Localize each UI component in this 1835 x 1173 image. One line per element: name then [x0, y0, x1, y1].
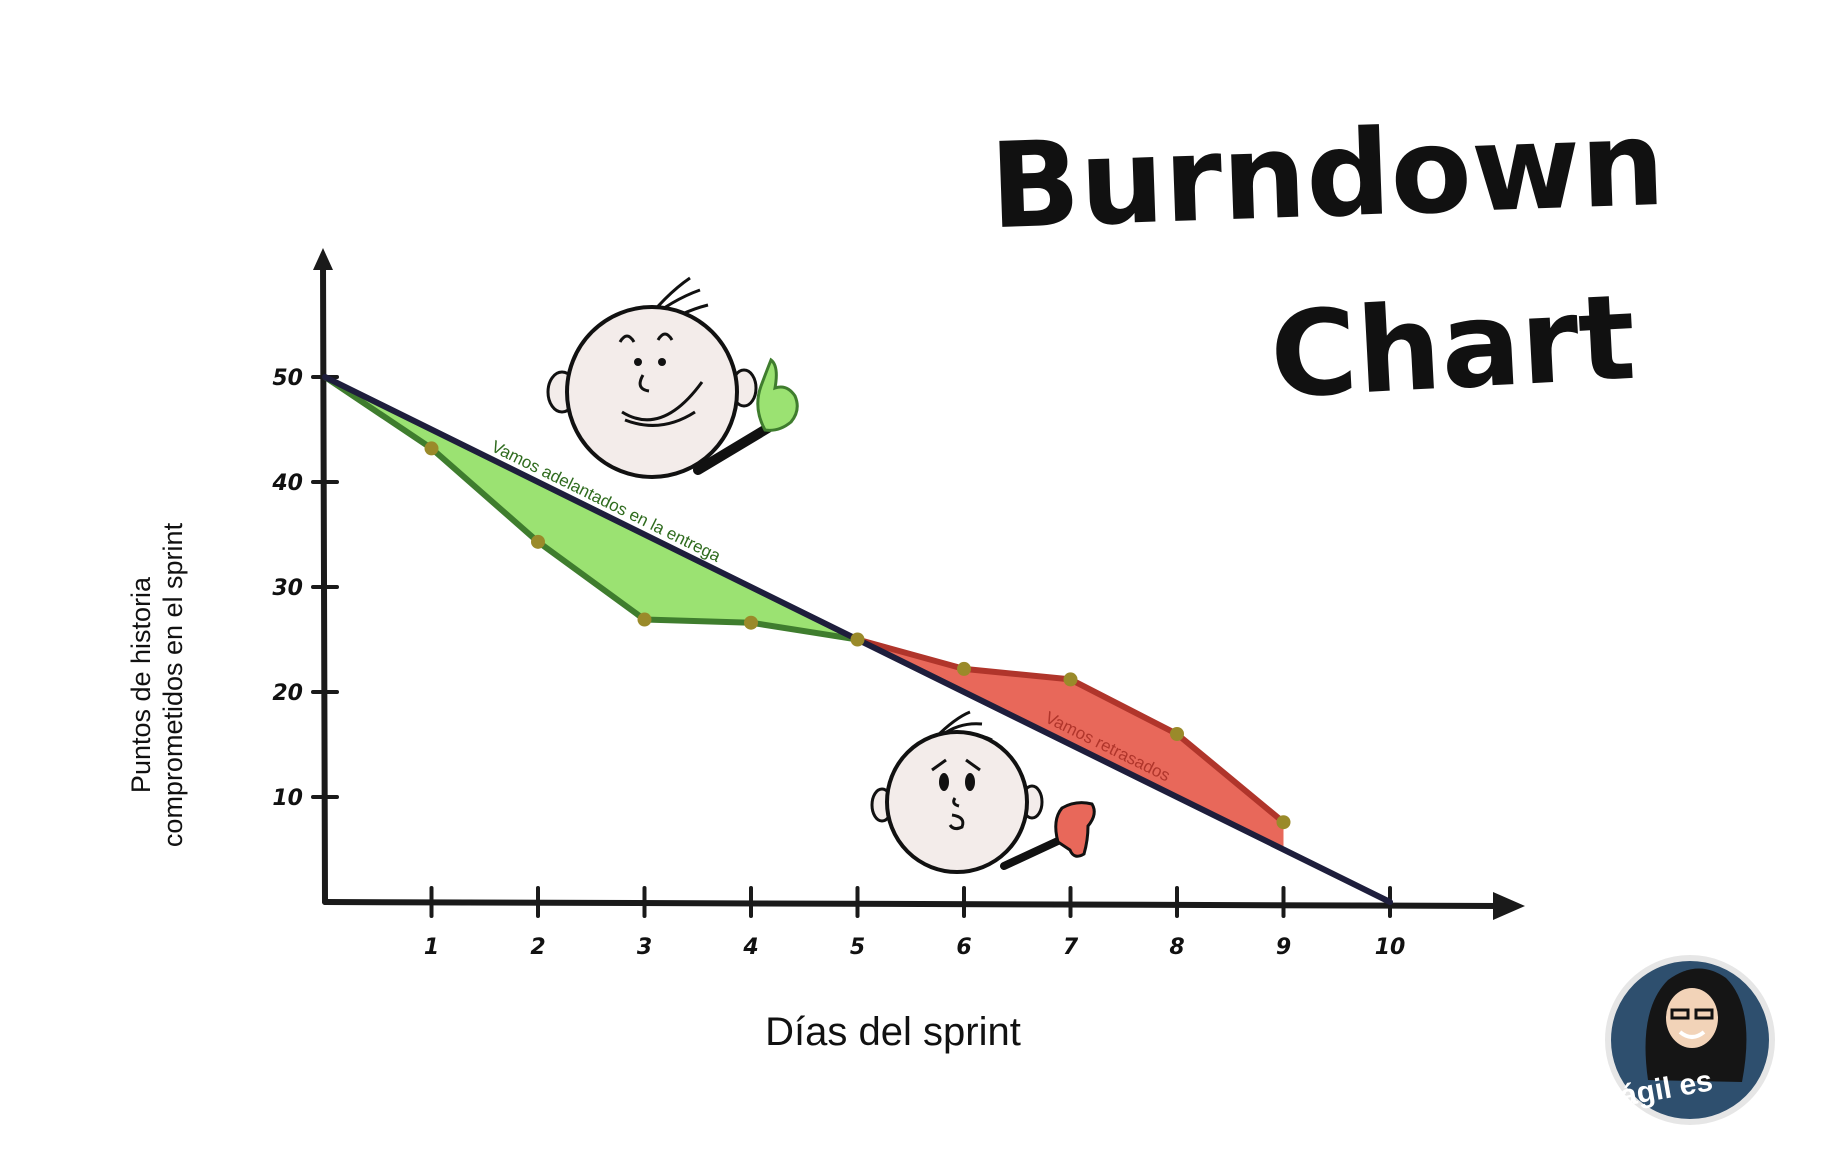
- actual-point-day-4: [744, 615, 758, 630]
- actual-point-day-8: [1170, 727, 1184, 741]
- y-ticks: 10 20 30 40 50: [271, 366, 339, 811]
- y-axis-label-line2: comprometidos en el sprint: [158, 522, 188, 847]
- actual-line: [323, 374, 858, 643]
- y-tick-label-30: 30: [272, 576, 303, 601]
- worried-head: [885, 730, 1029, 874]
- happy-pupil-right: [658, 358, 666, 366]
- y-axis-arrow: [313, 248, 333, 270]
- logo-face: [1666, 988, 1718, 1048]
- worried-brows: [931, 758, 981, 772]
- x-tick-label-3: 3: [637, 935, 652, 960]
- actual-point-day-9: [1276, 815, 1291, 830]
- x-tick-label-6: 6: [956, 935, 971, 960]
- x-axis-arrow: [1493, 892, 1525, 920]
- agil-es-logo: ágil es: [1605, 955, 1775, 1125]
- thumbs-down-icon: [1054, 801, 1096, 858]
- x-tick-label-9: 9: [1276, 935, 1291, 960]
- y-tick-label-20: 20: [272, 681, 303, 706]
- chart-title-line2: Chart: [1267, 268, 1639, 425]
- worried-mouth: [948, 813, 965, 831]
- actual-point-day-1: [424, 441, 439, 456]
- happy-face-illustration: [546, 276, 799, 479]
- chart-title-line1: Burndown: [988, 94, 1667, 255]
- y-tick-label-50: 50: [272, 366, 303, 391]
- x-tick-label-10: 10: [1375, 935, 1406, 960]
- happy-head: [565, 305, 739, 479]
- worried-eye-left: [939, 773, 949, 791]
- x-tick-label-2: 2: [530, 935, 545, 960]
- happy-pupil-left: [634, 358, 642, 366]
- x-axis: [322, 899, 1503, 909]
- actual-point-day-7: [1063, 672, 1078, 687]
- y-axis: [320, 259, 328, 905]
- logo-glasses: [1670, 1008, 1714, 1020]
- x-tick-label-5: 5: [850, 935, 865, 960]
- actual-point-day-3: [637, 612, 652, 627]
- happy-mouth: [621, 381, 704, 427]
- actual-point-day-6: [957, 661, 971, 676]
- x-tick-label-4: 4: [742, 935, 758, 960]
- actual-point-day-5: [850, 632, 865, 647]
- y-tick-label-10: 10: [272, 786, 303, 811]
- happy-eyes: [618, 332, 674, 343]
- x-axis-label: Días del sprint: [765, 1010, 1021, 1054]
- x-tick-label-1: 1: [424, 935, 439, 960]
- y-tick-label-40: 40: [271, 471, 303, 496]
- logo-smile: [1678, 1030, 1706, 1039]
- y-axis-label: Puntos de historia comprometidos en el s…: [126, 522, 188, 847]
- happy-arm: [693, 423, 773, 475]
- x-ticks: 1 2 3 4 5 6 7 8 9 10: [424, 886, 1406, 960]
- actual-points: [424, 441, 1291, 830]
- worried-face-illustration: [870, 710, 1096, 874]
- actual-point-day-2: [531, 534, 545, 549]
- worried-nose: [952, 797, 960, 808]
- x-tick-label-7: 7: [1063, 935, 1079, 960]
- thumbs-up-icon: [756, 357, 799, 432]
- x-tick-label-8: 8: [1169, 935, 1184, 960]
- happy-nose: [638, 374, 650, 393]
- worried-arm: [1000, 836, 1064, 870]
- worried-eye-right: [965, 773, 975, 791]
- y-axis-label-line1: Puntos de historia: [126, 576, 156, 793]
